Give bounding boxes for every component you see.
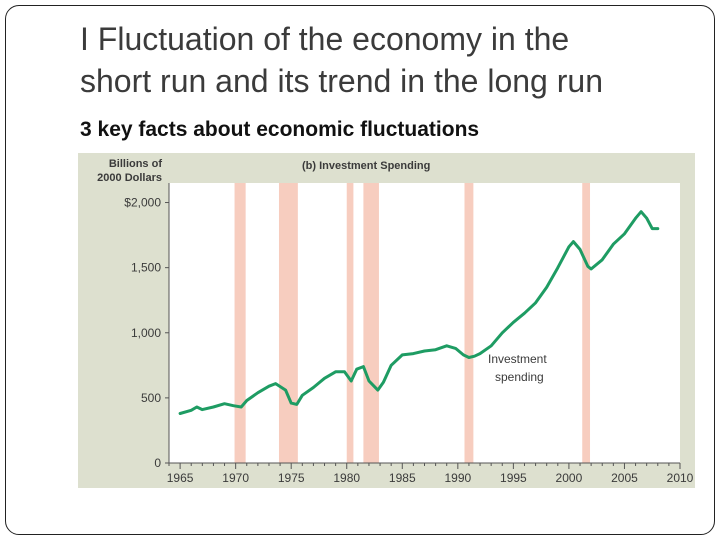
y-tick-label: 1,000 xyxy=(131,326,161,340)
x-tick-label: 1970 xyxy=(222,471,249,485)
data-point xyxy=(639,210,643,213)
data-point xyxy=(645,216,648,220)
data-point xyxy=(634,216,637,220)
title-line-1: I Fluctuation of the economy in the xyxy=(80,21,570,57)
data-point xyxy=(382,381,385,384)
data-point xyxy=(601,258,604,262)
data-point xyxy=(572,240,575,243)
data-point xyxy=(586,265,589,268)
y-axis-label-line2: 2000 Dollars xyxy=(97,172,162,184)
x-tick-label: 1990 xyxy=(444,471,471,485)
data-point xyxy=(389,364,393,367)
data-point xyxy=(190,409,193,412)
data-point xyxy=(201,408,204,411)
data-point xyxy=(612,243,615,246)
data-point xyxy=(362,365,365,368)
x-tick-label: 1975 xyxy=(278,471,305,485)
data-point xyxy=(623,232,626,235)
recession-band-2 xyxy=(278,183,298,463)
y-tick-label: 500 xyxy=(141,391,161,405)
data-point xyxy=(489,344,493,347)
data-point xyxy=(501,331,504,334)
data-point xyxy=(289,401,293,405)
data-point xyxy=(589,267,593,271)
data-point xyxy=(349,379,353,383)
data-point xyxy=(232,404,235,407)
data-point xyxy=(355,368,358,371)
data-point xyxy=(434,348,437,351)
data-point xyxy=(523,312,526,315)
data-point xyxy=(343,370,346,374)
plot-area xyxy=(169,183,680,463)
data-point xyxy=(556,266,560,269)
x-tick-label: 1995 xyxy=(500,471,527,485)
x-tick-label: 1980 xyxy=(333,471,360,485)
title-line-2: short run and its trend in the long run xyxy=(80,63,603,99)
data-point xyxy=(334,370,337,374)
data-point xyxy=(274,382,277,385)
data-point xyxy=(478,352,482,355)
y-axis-label-line1: Billions of xyxy=(109,158,163,170)
series-layer xyxy=(178,210,660,415)
data-point xyxy=(323,377,326,380)
data-point xyxy=(412,352,415,355)
data-point xyxy=(178,412,182,415)
data-point xyxy=(467,356,471,359)
data-point xyxy=(295,403,298,406)
data-point xyxy=(545,285,548,289)
slide-title: I Fluctuation of the economy in the shor… xyxy=(80,18,700,102)
data-point xyxy=(267,384,271,388)
data-point xyxy=(212,405,215,409)
data-point xyxy=(462,353,465,357)
recession-band-3 xyxy=(346,183,354,463)
data-point xyxy=(578,248,582,251)
data-point xyxy=(312,386,315,389)
data-point xyxy=(656,227,659,230)
data-point xyxy=(367,379,371,383)
data-point xyxy=(195,405,198,409)
annotation-line1: Investment xyxy=(488,352,547,366)
x-tick-label: 1965 xyxy=(167,471,194,485)
x-tick-label: 2010 xyxy=(667,471,694,485)
data-point xyxy=(284,388,287,392)
panel-title: (b) Investment Spending xyxy=(302,160,430,172)
data-point xyxy=(567,245,571,249)
data-point xyxy=(473,355,476,358)
x-tick-label: 2005 xyxy=(611,471,638,485)
data-point xyxy=(301,394,304,397)
data-point xyxy=(445,344,448,347)
y-tick-label: 1,500 xyxy=(131,261,161,275)
annotation-line2: spending xyxy=(495,370,544,384)
recession-band-5 xyxy=(464,183,474,463)
data-point xyxy=(376,388,380,392)
y-tick-label: $2,000 xyxy=(124,196,161,210)
data-point xyxy=(240,405,243,409)
data-point xyxy=(454,347,457,350)
axis-layer: 0 500 1,000 1,500 $2,000 1965 1970 1975 1980 1985… xyxy=(124,183,694,485)
y-tick-label: 0 xyxy=(154,456,161,470)
data-point xyxy=(534,301,537,305)
data-point xyxy=(245,399,248,402)
slide-subtitle: 3 key facts about economic fluctuations xyxy=(80,118,480,141)
data-point xyxy=(223,402,226,405)
investment-chart: 0 500 1,000 1,500 $2,000 1965 1970 1975 1980 1985… xyxy=(78,153,695,488)
recession-band-4 xyxy=(363,183,379,463)
data-point xyxy=(256,391,260,394)
x-tick-label: 1985 xyxy=(389,471,416,485)
recession-bands xyxy=(234,183,591,463)
x-tick-label: 2000 xyxy=(556,471,583,485)
data-point xyxy=(512,321,515,324)
recession-band-1 xyxy=(234,183,246,463)
data-point xyxy=(401,353,404,357)
recession-band-6 xyxy=(582,183,591,463)
data-point xyxy=(423,349,426,353)
data-point xyxy=(651,227,654,230)
chart-svg: 0 500 1,000 1,500 $2,000 1965 1970 1975 1980 1985… xyxy=(78,153,695,488)
